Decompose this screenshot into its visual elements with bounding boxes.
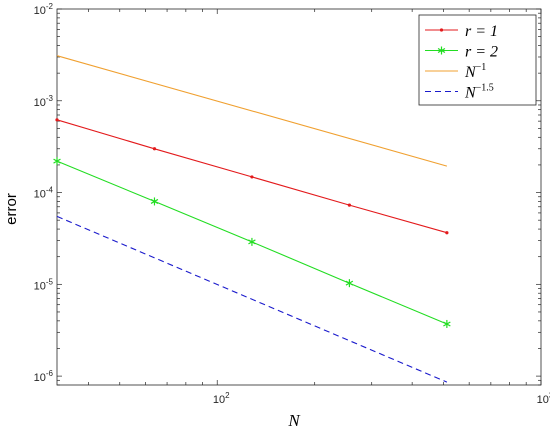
y-tick-label: 10-3 xyxy=(34,94,54,109)
legend-entry: N−1.5 xyxy=(464,83,494,102)
legend-entry: N−1 xyxy=(464,62,486,81)
data-point xyxy=(445,231,449,235)
x-axis-label: N xyxy=(287,411,301,430)
data-point xyxy=(248,237,256,246)
y-tick-label: 10-6 xyxy=(34,369,54,384)
legend-entry: r = 2 xyxy=(465,44,498,61)
data-point xyxy=(53,157,61,166)
y-tick-label: 10-4 xyxy=(34,186,54,201)
series-line xyxy=(56,55,448,167)
data-point xyxy=(437,46,446,55)
data-point xyxy=(443,319,451,328)
data-point xyxy=(439,28,444,32)
data-point xyxy=(55,118,59,122)
x-tick-label: 102 xyxy=(213,391,230,406)
legend-entry: r = 1 xyxy=(465,23,498,40)
data-point xyxy=(150,197,159,206)
data-point xyxy=(347,203,352,207)
data-point xyxy=(250,175,254,179)
y-tick-label: 10-5 xyxy=(34,277,54,292)
data-point xyxy=(345,279,354,288)
y-axis-label: error xyxy=(3,193,20,225)
series-line xyxy=(56,215,448,383)
x-tick-label: 103 xyxy=(537,391,550,406)
data-point xyxy=(152,147,157,151)
y-tick-label: 10-2 xyxy=(34,2,54,17)
